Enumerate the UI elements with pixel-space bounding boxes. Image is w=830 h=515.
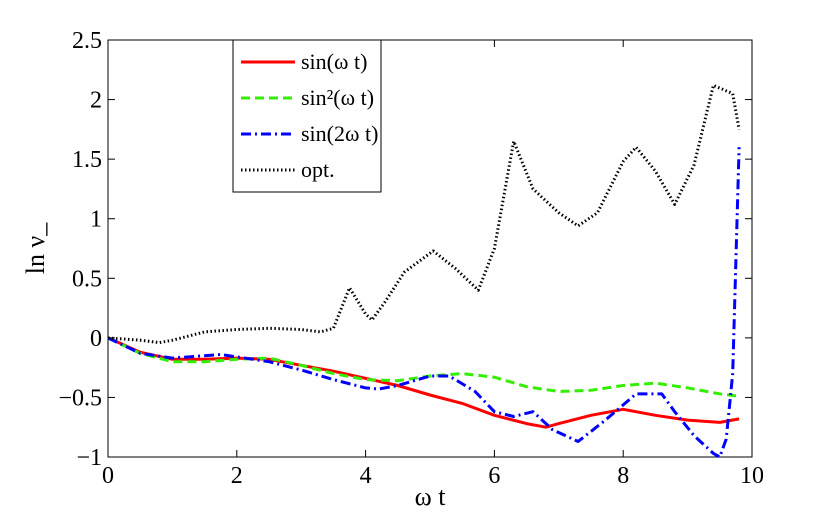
y-axis-label: ln ν_ [21, 222, 50, 274]
series-line-4 [107, 83, 741, 345]
legend-label-4: opt. [301, 157, 335, 182]
x-tick-label: 10 [740, 463, 764, 489]
y-tick-label: 0 [90, 326, 102, 352]
y-tick-label: −1 [76, 445, 102, 471]
y-tick-label: 2.5 [72, 28, 102, 54]
series-line-3 [107, 147, 741, 459]
y-tick-label: 1.5 [72, 147, 102, 173]
x-axis-label: ω t [415, 482, 447, 511]
x-tick-label: 4 [360, 463, 372, 489]
series-line-1 [107, 336, 740, 429]
plot-border [107, 39, 753, 458]
legend-label-2: sin²(ω t) [301, 85, 374, 110]
y-tick-label: 1 [90, 207, 102, 233]
y-tick-label: 0.5 [72, 266, 102, 292]
y-tick-label: 2 [90, 88, 102, 114]
x-tick-label: 6 [488, 463, 500, 489]
ticks-layer: 0 2 4 6 8 10 −1 −0.5 0 0.5 1 1.5 2 2.5 [58, 28, 764, 489]
series-layer [107, 83, 741, 459]
legend: sin(ω t) sin²(ω t) sin(2ω t) opt. [232, 39, 382, 193]
x-tick-label: 8 [617, 463, 629, 489]
y-tick-label: −0.5 [58, 385, 102, 411]
series-line-2 [107, 336, 740, 398]
legend-box [232, 39, 382, 193]
legend-label-1: sin(ω t) [301, 49, 367, 74]
plot-frame [107, 39, 753, 458]
x-tick-label: 2 [231, 463, 243, 489]
legend-label-3: sin(2ω t) [301, 121, 378, 146]
x-tick-label: 0 [102, 463, 114, 489]
